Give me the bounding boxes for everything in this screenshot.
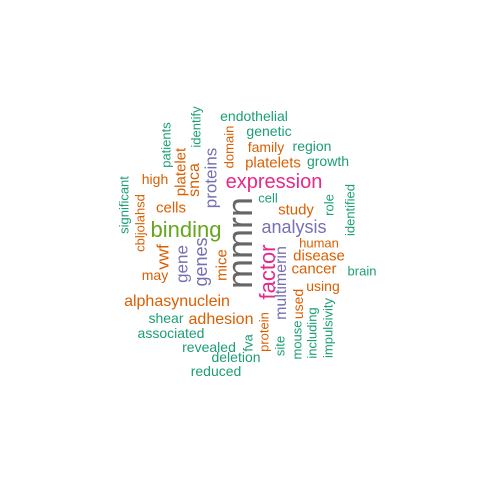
word-using: using — [306, 278, 340, 294]
word-shear: shear — [148, 310, 184, 326]
word-deletion: deletion — [211, 349, 261, 365]
word-platelets: platelets — [245, 154, 301, 172]
word-region: region — [292, 138, 332, 154]
word-significant: significant — [116, 176, 132, 234]
word-mice: mice — [213, 249, 231, 281]
word-platelet: platelet — [172, 147, 190, 197]
word-growth: growth — [306, 153, 350, 169]
word-domain: domain — [221, 125, 237, 169]
word-high: high — [141, 171, 169, 187]
word-reduced: reduced — [190, 363, 242, 379]
word-genetic: genetic — [246, 123, 292, 139]
word-study: study — [278, 201, 314, 219]
word-gene: gene — [172, 245, 192, 283]
word-adhesion: adhesion — [188, 311, 254, 328]
word-impulsivity: impulsivity — [320, 298, 336, 358]
word-disease: disease — [293, 247, 345, 265]
word-including: including — [304, 307, 320, 359]
word-expression: expression — [225, 171, 323, 193]
word-vwf: vwf — [153, 244, 173, 270]
word-multimerin: multimerin — [273, 246, 290, 320]
word-human: human — [299, 235, 339, 251]
word-cells: cells — [155, 199, 187, 217]
word-revealed: revealed — [182, 339, 236, 355]
word-endothelial: endothelial — [220, 108, 288, 124]
word-genes: genes — [191, 237, 211, 287]
word-mouse: mouse — [289, 320, 305, 360]
word-identify: identify — [188, 106, 204, 148]
word-binding: binding — [150, 217, 222, 242]
word-identified: identified — [342, 183, 358, 237]
word-cbljolahsd: cbljolahsd — [132, 194, 148, 252]
word-analysis: analysis — [261, 217, 327, 237]
word-alphasynuclein: alphasynuclein — [124, 293, 230, 310]
word-fva: fva — [240, 334, 256, 352]
word-used: used — [290, 288, 306, 320]
word-associated: associated — [137, 325, 205, 341]
word-brain: brain — [347, 263, 377, 279]
word-may: may — [141, 267, 169, 283]
word-site: site — [272, 335, 288, 357]
word-cell: cell — [258, 190, 278, 206]
word-role: role — [321, 194, 337, 216]
word-protein: protein — [256, 312, 272, 352]
word-cancer: cancer — [291, 260, 337, 278]
word-patients: patients — [158, 122, 174, 168]
word-family: family — [247, 139, 285, 155]
word-proteins: proteins — [201, 147, 221, 209]
